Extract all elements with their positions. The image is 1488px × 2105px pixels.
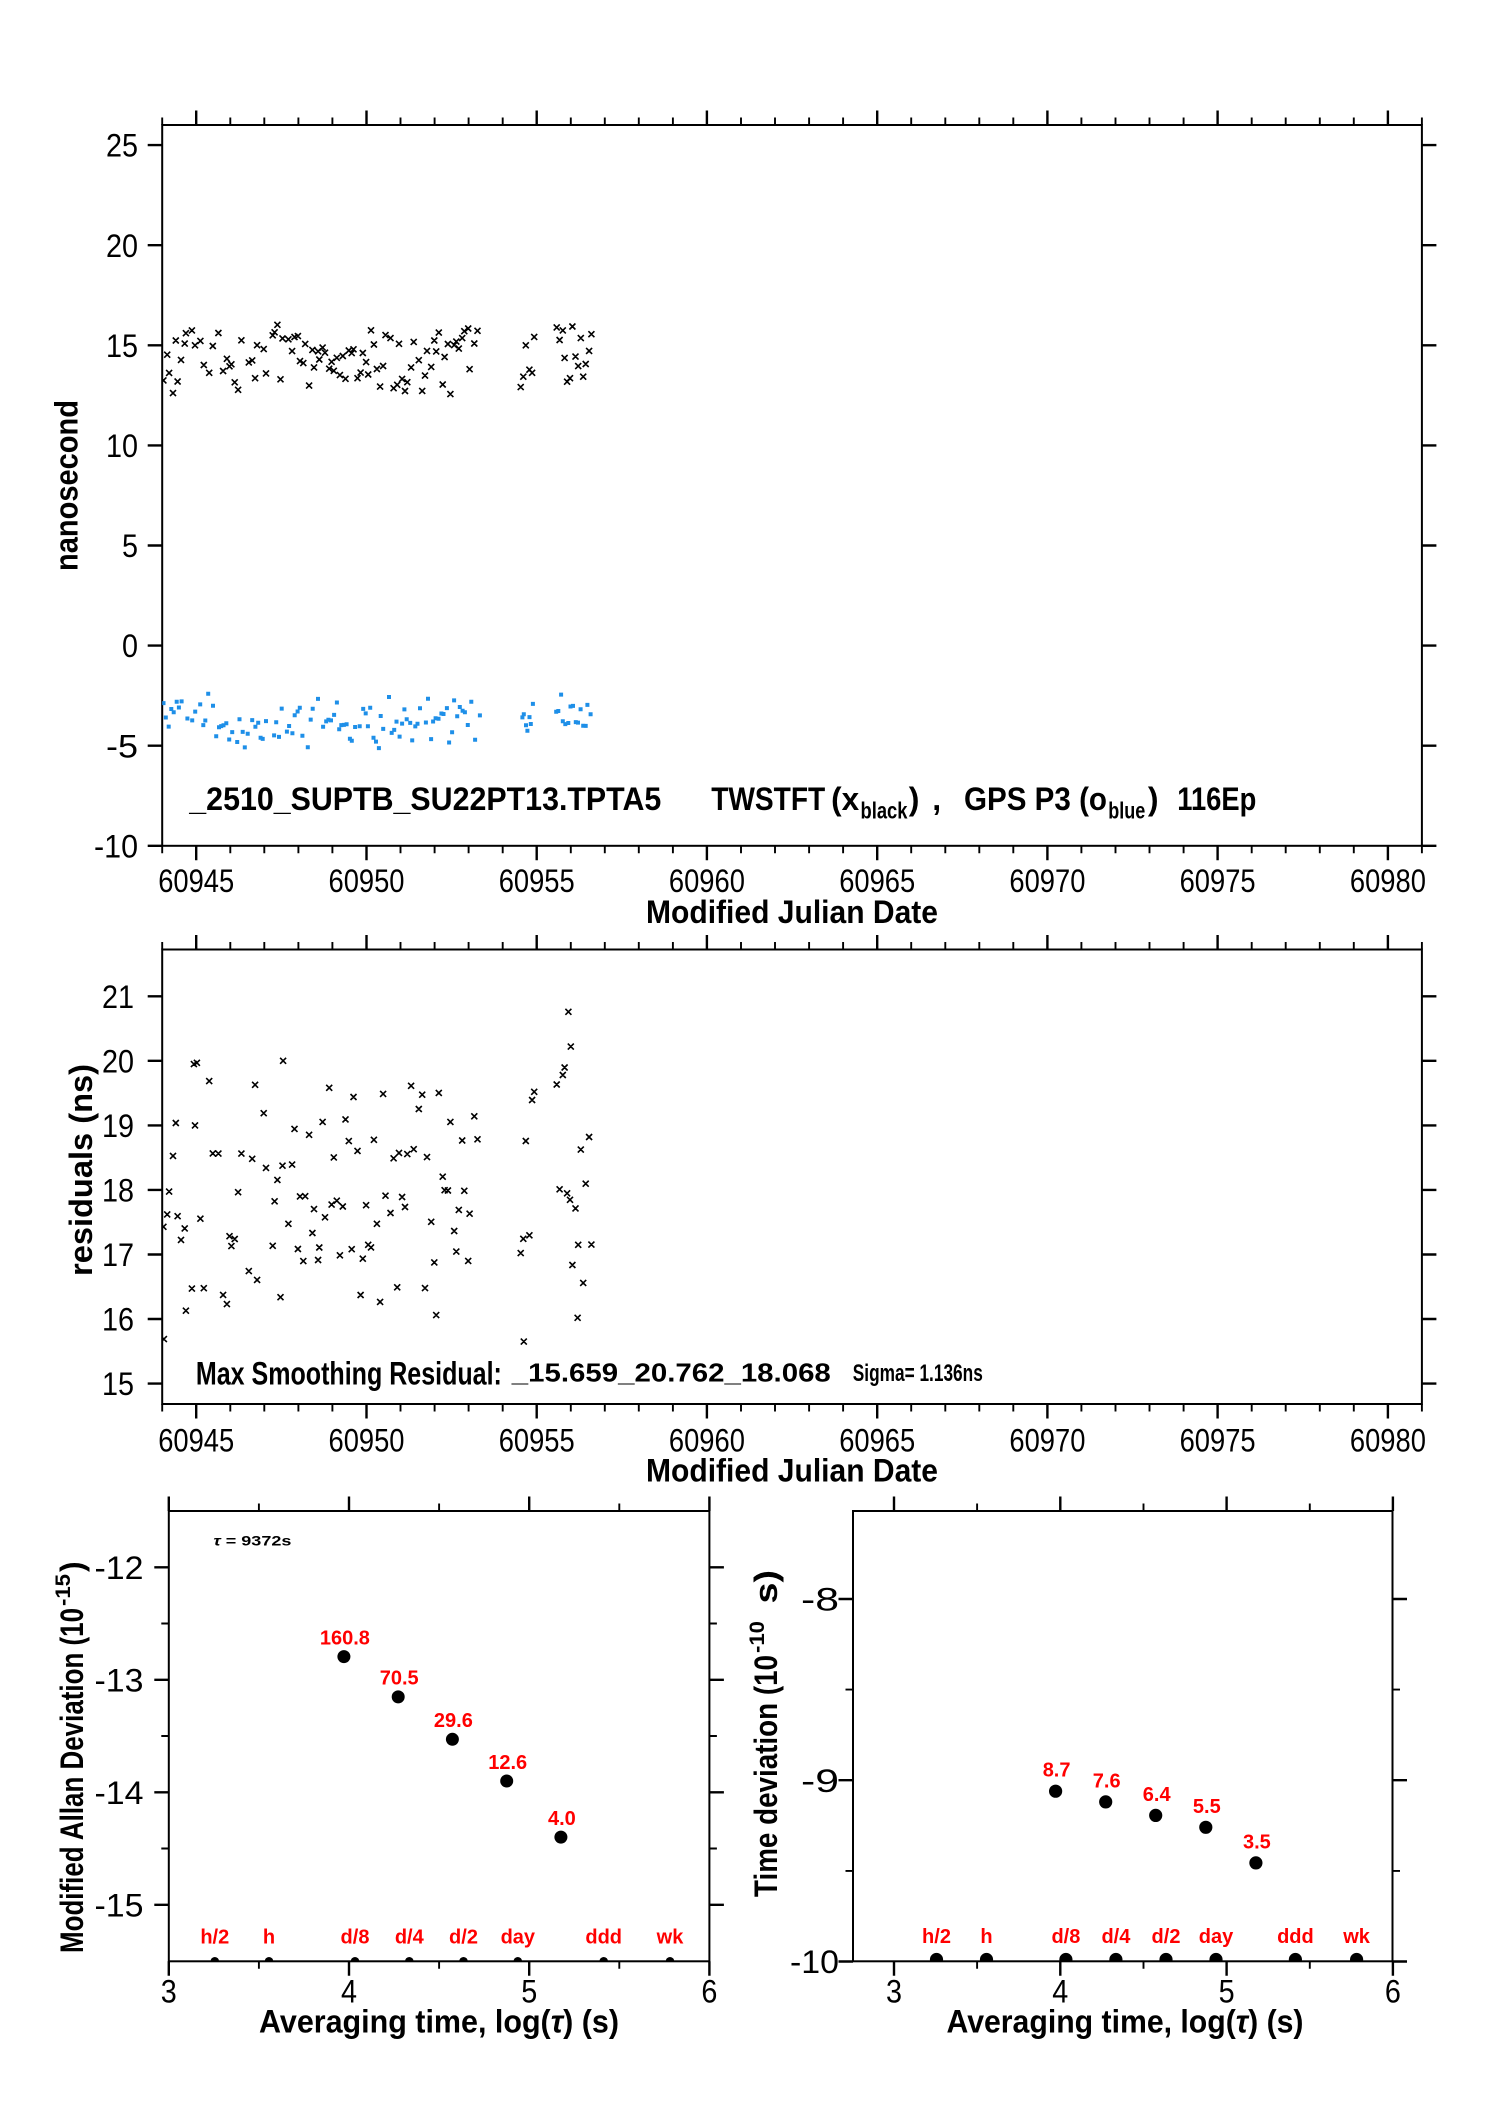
- svg-text:Modified Julian Date: Modified Julian Date: [646, 1453, 938, 1489]
- svg-text:,: ,: [932, 781, 941, 817]
- svg-text:60965: 60965: [839, 1422, 915, 1458]
- svg-text:black: black: [861, 798, 908, 824]
- svg-text:day: day: [501, 1927, 536, 1949]
- svg-text:d/4: d/4: [395, 1927, 425, 1949]
- svg-text:nanosecond: nanosecond: [49, 400, 85, 571]
- svg-text:60965: 60965: [839, 863, 915, 899]
- svg-text:6: 6: [1385, 1974, 1401, 2010]
- svg-text:16: 16: [102, 1302, 134, 1338]
- svg-text:20: 20: [106, 228, 138, 264]
- svg-text:TWSTFT: TWSTFT: [711, 781, 825, 817]
- svg-text:60955: 60955: [499, 863, 575, 899]
- svg-text:6: 6: [701, 1974, 717, 2010]
- svg-text:_15.659_20.762_18.068: _15.659_20.762_18.068: [511, 1358, 831, 1388]
- svg-text:17: 17: [102, 1237, 134, 1273]
- svg-text:-15: -15: [52, 1574, 75, 1606]
- svg-text:4: 4: [341, 1974, 357, 2010]
- svg-text:Averaging time, log(τ) (s): Averaging time, log(τ) (s): [259, 2004, 619, 2040]
- svg-text:d/8: d/8: [1051, 1926, 1080, 1948]
- svg-text:25: 25: [106, 128, 138, 164]
- svg-text:12.6: 12.6: [488, 1752, 527, 1774]
- svg-text:ddd: ddd: [585, 1927, 622, 1949]
- svg-text:_2510_SUPTB_SU22PT13.TPTA5: _2510_SUPTB_SU22PT13.TPTA5: [188, 781, 661, 817]
- svg-text:15: 15: [102, 1366, 134, 1402]
- svg-text:15: 15: [106, 328, 138, 364]
- svg-text:60980: 60980: [1350, 1422, 1426, 1458]
- svg-text:s): s): [748, 1570, 784, 1614]
- svg-text:τ = 9372s: τ = 9372s: [213, 1533, 291, 1549]
- svg-text:-5: -5: [106, 728, 138, 764]
- svg-text:Max Smoothing Residual:: Max Smoothing Residual:: [196, 1356, 502, 1392]
- svg-text:5: 5: [122, 528, 138, 564]
- svg-text:day: day: [1199, 1926, 1234, 1948]
- svg-text:Time deviation (10: Time deviation (10: [748, 1655, 784, 1897]
- svg-text:60945: 60945: [158, 863, 234, 899]
- svg-text:60975: 60975: [1180, 863, 1256, 899]
- svg-text:116Ep: 116Ep: [1177, 781, 1256, 817]
- svg-text:-10: -10: [790, 1944, 839, 1980]
- svg-text:): ): [1148, 781, 1159, 817]
- svg-text:60960: 60960: [669, 1422, 745, 1458]
- svg-text:-14: -14: [95, 1775, 144, 1811]
- svg-text:8.7: 8.7: [1043, 1760, 1071, 1782]
- svg-text:-9: -9: [801, 1763, 839, 1799]
- svg-text:residuals (ns): residuals (ns): [63, 1064, 99, 1276]
- svg-text:6.4: 6.4: [1143, 1784, 1172, 1806]
- svg-text:21: 21: [102, 979, 134, 1015]
- svg-text:-10: -10: [94, 828, 138, 864]
- svg-text:19: 19: [102, 1108, 134, 1144]
- svg-text:5: 5: [521, 1974, 537, 2010]
- svg-text:7.6: 7.6: [1093, 1770, 1121, 1792]
- svg-text:h: h: [263, 1927, 275, 1949]
- svg-text:60955: 60955: [499, 1422, 575, 1458]
- svg-text:): ): [54, 1561, 90, 1572]
- svg-text:29.6: 29.6: [434, 1710, 473, 1732]
- svg-text:5: 5: [1219, 1974, 1235, 2010]
- svg-text:3.5: 3.5: [1243, 1831, 1271, 1853]
- svg-text:60970: 60970: [1009, 863, 1085, 899]
- svg-text:d/8: d/8: [341, 1927, 370, 1949]
- svg-text:Modified Julian Date: Modified Julian Date: [646, 894, 938, 930]
- svg-text:h: h: [980, 1926, 992, 1948]
- svg-text:60945: 60945: [158, 1422, 234, 1458]
- svg-text:3: 3: [161, 1974, 177, 2010]
- svg-text:ddd: ddd: [1277, 1926, 1314, 1948]
- svg-text:(x: (x: [831, 781, 859, 817]
- svg-text:wk: wk: [1342, 1926, 1371, 1948]
- svg-text:60975: 60975: [1180, 1422, 1256, 1458]
- svg-text:10: 10: [106, 428, 138, 464]
- svg-text:Averaging time, log(τ) (s): Averaging time, log(τ) (s): [947, 2004, 1304, 2040]
- svg-text:h/2: h/2: [200, 1927, 229, 1949]
- svg-text:GPS P3 (o: GPS P3 (o: [964, 781, 1107, 817]
- svg-text:60960: 60960: [669, 863, 745, 899]
- svg-text:-15: -15: [95, 1887, 144, 1923]
- svg-text:wk: wk: [656, 1927, 685, 1949]
- svg-text:-8: -8: [801, 1582, 839, 1618]
- svg-text:h/2: h/2: [922, 1926, 951, 1948]
- svg-text:60970: 60970: [1009, 1422, 1085, 1458]
- svg-text:160.8: 160.8: [320, 1627, 370, 1649]
- svg-text:-13: -13: [95, 1662, 144, 1698]
- svg-text:4: 4: [1052, 1974, 1068, 2010]
- svg-text:Sigma= 1.136ns: Sigma= 1.136ns: [853, 1360, 983, 1387]
- svg-text:70.5: 70.5: [380, 1668, 419, 1690]
- svg-text:60950: 60950: [329, 1422, 405, 1458]
- svg-text:18: 18: [102, 1173, 134, 1209]
- svg-text:-10: -10: [746, 1621, 769, 1653]
- svg-text:Modified Allan Deviation (10: Modified Allan Deviation (10: [54, 1608, 90, 1953]
- svg-text:blue: blue: [1108, 798, 1145, 824]
- svg-text:-12: -12: [95, 1550, 144, 1586]
- svg-text:3: 3: [886, 1974, 902, 2010]
- svg-text:60950: 60950: [329, 863, 405, 899]
- svg-text:20: 20: [102, 1043, 134, 1079]
- svg-text:d/2: d/2: [449, 1927, 478, 1949]
- svg-text:0: 0: [122, 628, 138, 664]
- svg-text:d/2: d/2: [1152, 1926, 1181, 1948]
- svg-text:d/4: d/4: [1101, 1926, 1131, 1948]
- svg-text:): ): [909, 781, 920, 817]
- svg-text:60980: 60980: [1350, 863, 1426, 899]
- svg-text:4.0: 4.0: [548, 1808, 576, 1830]
- svg-text:5.5: 5.5: [1193, 1796, 1221, 1818]
